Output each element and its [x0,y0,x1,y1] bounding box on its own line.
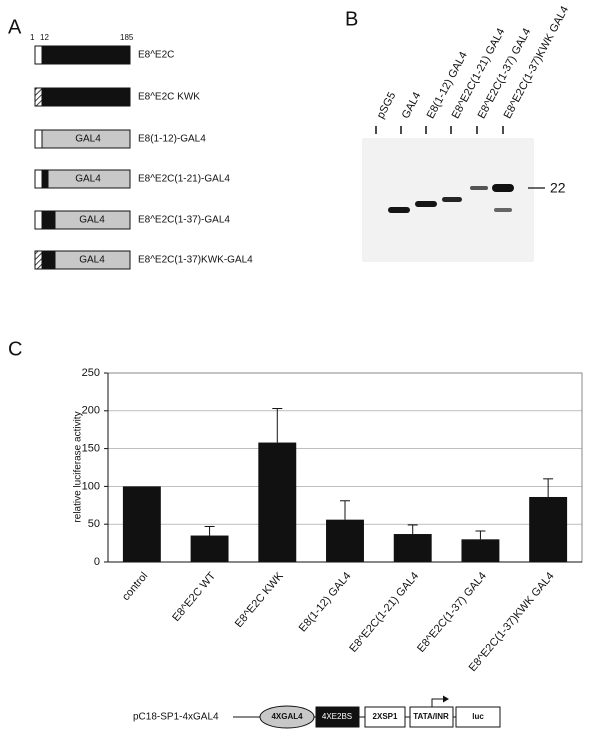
y-tick-label: 250 [82,367,100,379]
band [388,207,410,213]
element [315,706,360,728]
band [415,201,437,207]
segment [54,210,131,230]
construct-label: pC18-SP1-4xGAL4 [133,712,219,723]
element-label: 4XE2BS [322,712,352,721]
error-bar [340,500,350,520]
y-tick-label: 50 [88,518,100,530]
element-label: 4XGAL4 [271,712,303,721]
segment [41,210,56,230]
construct-label: E8^E2C KWK [138,92,200,103]
domain-label: GAL4 [75,174,101,185]
segment [54,250,131,270]
segment [47,169,131,189]
element-label: 2XSP1 [373,712,398,721]
panel-label: C [8,338,22,360]
y-tick-label: 100 [82,480,100,492]
error-bar [475,530,486,540]
segment [41,45,131,65]
segment [34,169,43,189]
error-bar [407,524,418,535]
bar [461,539,500,562]
band [470,186,488,190]
element [455,706,501,728]
x-tick-label: control [120,570,150,603]
domain-label: GAL4 [75,134,101,145]
segment [34,129,43,149]
tss-arrow [431,698,444,707]
band [492,184,514,192]
tss-arrow [443,695,449,703]
segment [34,87,43,107]
y-tick-label: 0 [94,556,100,568]
lane-label: GAL4 [400,90,424,120]
segment [41,250,56,270]
bar [258,442,297,562]
x-tick-label: E8^E2C KWK [233,570,286,630]
segment [34,250,43,270]
segment [34,45,43,65]
element [259,705,315,729]
panel-label: A [8,16,22,38]
construct-label: E8^E2C(1-37)KWK-GAL4 [138,255,253,266]
marker-label: 22 [550,180,566,196]
domain-label: GAL4 [79,215,105,226]
construct-label: E8^E2C(1-21)-GAL4 [138,174,230,185]
bar [122,486,161,562]
segment [41,169,49,189]
element-label: luc [472,712,484,721]
x-tick-label: E8^E2C(1-37) GAL4 [415,570,489,655]
error-bar [204,525,215,536]
bar [326,519,364,562]
segment [41,129,131,149]
x-tick-label: E8(1-12) GAL4 [297,570,354,634]
construct-label: E8(1-12)-GAL4 [138,134,206,145]
bar [190,535,229,562]
panel-a: A 1 12 185 E8^E2C E8^E2C KWK GAL4 E8(1-1… [8,16,253,270]
lane-label: pSG5 [375,90,399,120]
x-tick-label: E8^E2C(1-21) GAL4 [347,570,421,655]
ruler-label: 1 [30,33,35,42]
band [442,197,462,202]
band [494,208,512,212]
panel-label: B [345,8,358,30]
segment [41,87,131,107]
y-tick-label: 150 [82,443,100,455]
segment [34,210,43,230]
x-tick-label: E8^E2C WT [170,570,218,624]
element [364,706,406,728]
panel-d: pC18-SP1-4xGAL4 4XGAL4 4XE2BS 2XSP1 TATA… [133,695,501,729]
construct-label: E8^E2C [138,50,174,61]
ruler-label: 185 [120,33,134,42]
error-bar [272,408,283,443]
construct-label: E8^E2C(1-37)-GAL4 [138,215,230,226]
bar [529,496,568,562]
element-label: TATA/INR [413,712,449,721]
domain-label: GAL4 [79,255,105,266]
bar [393,534,432,562]
bar-chart: relative luciferase activity 0 50 100 150 20… [73,367,583,674]
y-axis-label: relative luciferase activity [73,411,84,522]
ruler-label: 12 [40,33,49,42]
error-bar [543,478,554,497]
y-tick-label: 200 [82,405,100,417]
